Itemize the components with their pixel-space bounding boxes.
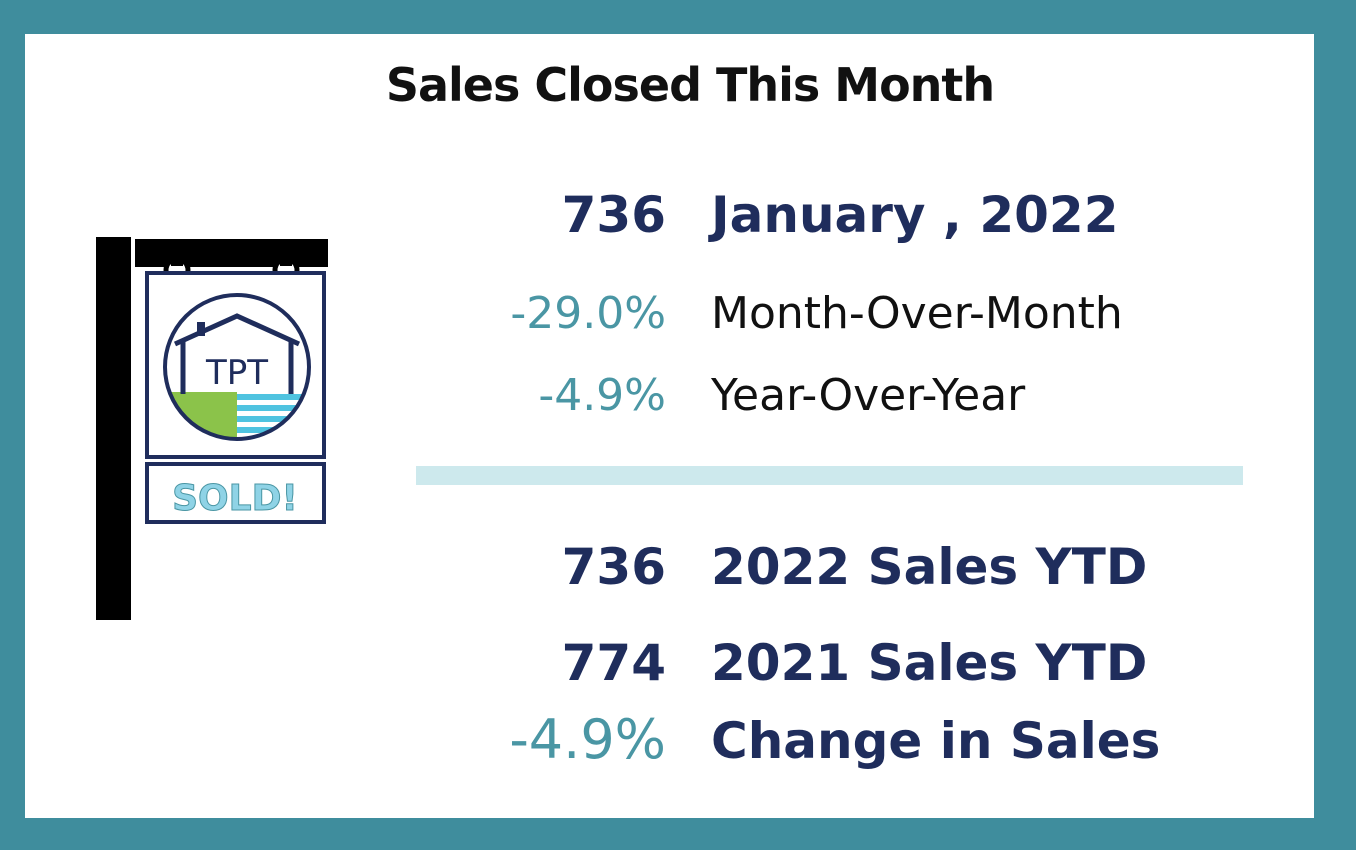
yoy-label: Year-Over-Year [711,370,1026,421]
card: Sales Closed This Month TPT [25,34,1314,818]
ytd-change-label: Change in Sales [711,712,1161,770]
monthly-period: January , 2022 [711,186,1119,244]
monthly-count-row: 736 January , 2022 [25,186,1314,256]
ytd-prior-row: 774 2021 Sales YTD [25,634,1314,704]
ytd-current-label: 2022 Sales YTD [711,538,1148,596]
logo-text: TPT [205,353,268,393]
sold-text: SOLD! [172,478,298,519]
mom-change: -29.0% [510,288,666,339]
ytd-current-count: 736 [561,538,666,596]
ytd-current-row: 736 2022 Sales YTD [25,538,1314,608]
page-title: Sales Closed This Month [385,58,995,112]
sold-sign-icon: TPT SOLD! [96,237,328,620]
ytd-prior-count: 774 [561,634,666,692]
yoy-change: -4.9% [538,370,666,421]
ytd-change: -4.9% [509,708,666,771]
ytd-change-row: -4.9% Change in Sales [25,708,1314,782]
ytd-prior-label: 2021 Sales YTD [711,634,1148,692]
mom-row: -29.0% Month-Over-Month [25,288,1314,348]
mom-label: Month-Over-Month [711,288,1123,339]
divider [416,466,1243,485]
yoy-row: -4.9% Year-Over-Year [25,370,1314,430]
monthly-count: 736 [561,186,666,244]
